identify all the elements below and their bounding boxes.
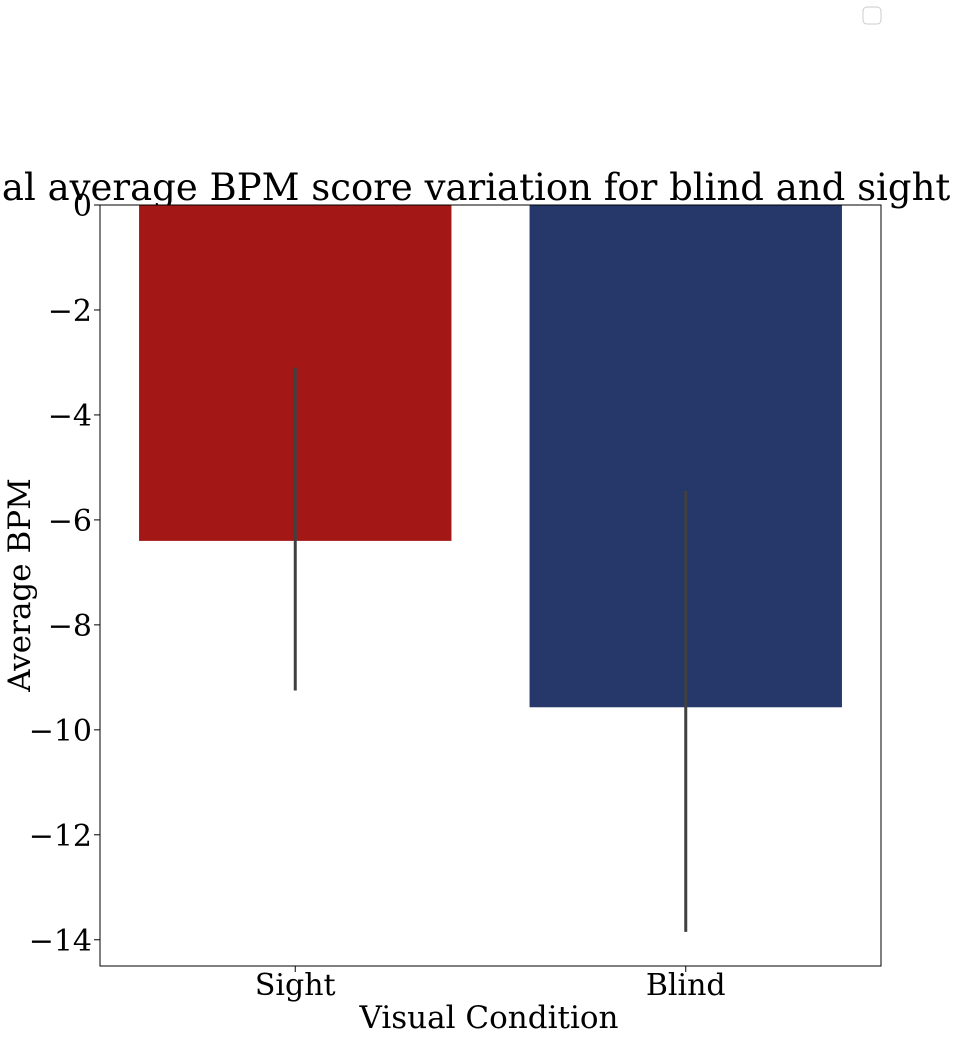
y-tick-label: −14 bbox=[29, 924, 92, 959]
plot-area bbox=[139, 205, 842, 932]
chart-title: Global average BPM score variation for b… bbox=[0, 166, 961, 209]
x-tick-label: Sight bbox=[255, 968, 336, 1003]
y-tick-label: −10 bbox=[29, 714, 92, 749]
y-tick-label: −12 bbox=[29, 819, 92, 854]
x-tick-label: Blind bbox=[646, 968, 726, 1003]
y-tick-label: −6 bbox=[48, 504, 92, 539]
y-tick-label: −2 bbox=[48, 294, 92, 329]
y-axis-label: Average BPM bbox=[2, 478, 38, 693]
y-axis: 0 −2 −4 −6 −8 −10 −12 −14 bbox=[29, 189, 100, 959]
y-tick-label: 0 bbox=[73, 189, 92, 224]
x-axis: Sight Blind bbox=[255, 966, 726, 1003]
plot-frame bbox=[99, 204, 882, 967]
legend-box bbox=[862, 6, 882, 25]
y-tick-label: −4 bbox=[48, 399, 92, 434]
y-tick-label: −8 bbox=[48, 609, 92, 644]
x-axis-label: Visual Condition bbox=[359, 1000, 619, 1036]
